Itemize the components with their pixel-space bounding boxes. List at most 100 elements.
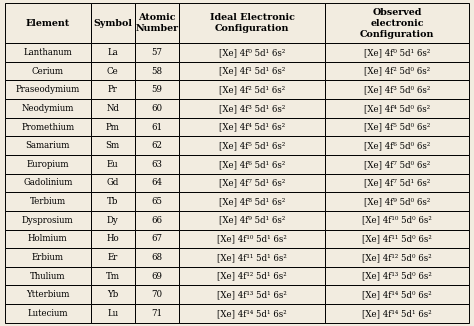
Bar xyxy=(135,192,179,211)
Bar xyxy=(135,43,179,62)
Bar xyxy=(5,136,91,155)
Text: Neodymium: Neodymium xyxy=(21,104,74,113)
Text: [Xe] 4f⁹ 5d⁰ 6s²: [Xe] 4f⁹ 5d⁰ 6s² xyxy=(364,197,430,206)
Text: [Xe] 4f¹⁰ 5d⁰ 6s²: [Xe] 4f¹⁰ 5d⁰ 6s² xyxy=(363,216,432,225)
Text: Tm: Tm xyxy=(106,272,120,281)
Text: Praseodymium: Praseodymium xyxy=(16,85,80,94)
Text: La: La xyxy=(108,48,118,57)
Text: 70: 70 xyxy=(151,290,163,299)
Text: Lanthanum: Lanthanum xyxy=(23,48,72,57)
Text: Promethium: Promethium xyxy=(21,123,74,132)
Bar xyxy=(5,286,91,304)
Bar xyxy=(179,99,325,118)
Bar xyxy=(325,267,469,286)
Text: Nd: Nd xyxy=(106,104,119,113)
Bar xyxy=(91,174,135,192)
Bar xyxy=(91,248,135,267)
Bar xyxy=(325,118,469,136)
Text: Yb: Yb xyxy=(107,290,118,299)
Text: 68: 68 xyxy=(151,253,163,262)
Bar xyxy=(135,267,179,286)
Text: Sm: Sm xyxy=(106,141,120,150)
Text: [Xe] 4f¹¹ 5d¹ 6s²: [Xe] 4f¹¹ 5d¹ 6s² xyxy=(217,253,287,262)
Bar xyxy=(5,248,91,267)
Text: [Xe] 4f¹² 5d¹ 6s²: [Xe] 4f¹² 5d¹ 6s² xyxy=(217,272,287,281)
Bar xyxy=(179,3,325,43)
Bar xyxy=(91,211,135,230)
Text: Element: Element xyxy=(26,19,70,28)
Text: [Xe] 4f⁶ 5d¹ 6s²: [Xe] 4f⁶ 5d¹ 6s² xyxy=(219,160,285,169)
Text: 67: 67 xyxy=(151,234,163,244)
Text: [Xe] 4f² 5d⁰ 6s²: [Xe] 4f² 5d⁰ 6s² xyxy=(364,67,430,76)
Text: [Xe] 4f⁸ 5d¹ 6s²: [Xe] 4f⁸ 5d¹ 6s² xyxy=(219,197,285,206)
Bar xyxy=(135,155,179,174)
Text: [Xe] 4f¹⁴ 5d⁰ 6s²: [Xe] 4f¹⁴ 5d⁰ 6s² xyxy=(363,290,432,299)
Text: Lu: Lu xyxy=(107,309,118,318)
Text: 65: 65 xyxy=(151,197,163,206)
Bar xyxy=(325,81,469,99)
Bar xyxy=(325,230,469,248)
Bar xyxy=(325,248,469,267)
Bar xyxy=(325,43,469,62)
Text: 69: 69 xyxy=(151,272,163,281)
Text: [Xe] 4f⁵ 5d⁰ 6s²: [Xe] 4f⁵ 5d⁰ 6s² xyxy=(364,123,430,132)
Bar xyxy=(5,174,91,192)
Text: Gadolinium: Gadolinium xyxy=(23,178,73,187)
Bar xyxy=(5,211,91,230)
Bar xyxy=(135,99,179,118)
Text: [Xe] 4f² 5d¹ 6s²: [Xe] 4f² 5d¹ 6s² xyxy=(219,85,285,94)
Bar xyxy=(325,136,469,155)
Bar xyxy=(325,99,469,118)
Bar xyxy=(179,118,325,136)
Bar xyxy=(91,43,135,62)
Text: Holmium: Holmium xyxy=(28,234,67,244)
Bar xyxy=(135,136,179,155)
Bar xyxy=(135,62,179,81)
Text: [Xe] 4f⁵ 5d¹ 6s²: [Xe] 4f⁵ 5d¹ 6s² xyxy=(219,141,285,150)
Bar xyxy=(179,192,325,211)
Bar xyxy=(179,136,325,155)
Text: Tb: Tb xyxy=(107,197,118,206)
Text: [Xe] 4f¹³ 5d⁰ 6s²: [Xe] 4f¹³ 5d⁰ 6s² xyxy=(363,272,432,281)
Text: [Xe] 4f³ 5d⁰ 6s²: [Xe] 4f³ 5d⁰ 6s² xyxy=(364,85,430,94)
Text: Cerium: Cerium xyxy=(32,67,64,76)
Bar xyxy=(5,304,91,323)
Text: 62: 62 xyxy=(151,141,163,150)
Text: 57: 57 xyxy=(151,48,163,57)
Bar xyxy=(5,230,91,248)
Bar xyxy=(179,286,325,304)
Text: Ce: Ce xyxy=(107,67,118,76)
Text: [Xe] 4f⁹ 5d¹ 6s²: [Xe] 4f⁹ 5d¹ 6s² xyxy=(219,216,285,225)
Bar xyxy=(325,174,469,192)
Text: Thulium: Thulium xyxy=(30,272,65,281)
Text: Erbium: Erbium xyxy=(32,253,64,262)
Bar xyxy=(5,99,91,118)
Text: Ideal Electronic
Configuration: Ideal Electronic Configuration xyxy=(210,13,294,33)
Text: [Xe] 4f⁰ 5d¹ 6s²: [Xe] 4f⁰ 5d¹ 6s² xyxy=(219,48,285,57)
Bar xyxy=(179,230,325,248)
Bar xyxy=(179,304,325,323)
Bar xyxy=(135,174,179,192)
Text: Pr: Pr xyxy=(108,85,118,94)
Bar xyxy=(179,155,325,174)
Text: [Xe] 4f¹ 5d¹ 6s²: [Xe] 4f¹ 5d¹ 6s² xyxy=(219,67,285,76)
Bar xyxy=(91,267,135,286)
Text: Europium: Europium xyxy=(27,160,69,169)
Bar xyxy=(5,118,91,136)
Text: Pm: Pm xyxy=(106,123,119,132)
Bar xyxy=(91,118,135,136)
Bar xyxy=(135,211,179,230)
Bar xyxy=(91,3,135,43)
Text: 71: 71 xyxy=(151,309,163,318)
Text: [Xe] 4f¹⁴ 5d¹ 6s²: [Xe] 4f¹⁴ 5d¹ 6s² xyxy=(363,309,432,318)
Bar xyxy=(5,81,91,99)
Text: [Xe] 4f⁰ 5d¹ 6s²: [Xe] 4f⁰ 5d¹ 6s² xyxy=(364,48,430,57)
Bar xyxy=(5,267,91,286)
Bar xyxy=(179,62,325,81)
Text: [Xe] 4f⁶ 5d⁰ 6s²: [Xe] 4f⁶ 5d⁰ 6s² xyxy=(364,141,430,150)
Bar xyxy=(325,192,469,211)
Bar xyxy=(91,99,135,118)
Bar xyxy=(135,81,179,99)
Bar xyxy=(135,304,179,323)
Text: Atomic
Number: Atomic Number xyxy=(135,13,178,33)
